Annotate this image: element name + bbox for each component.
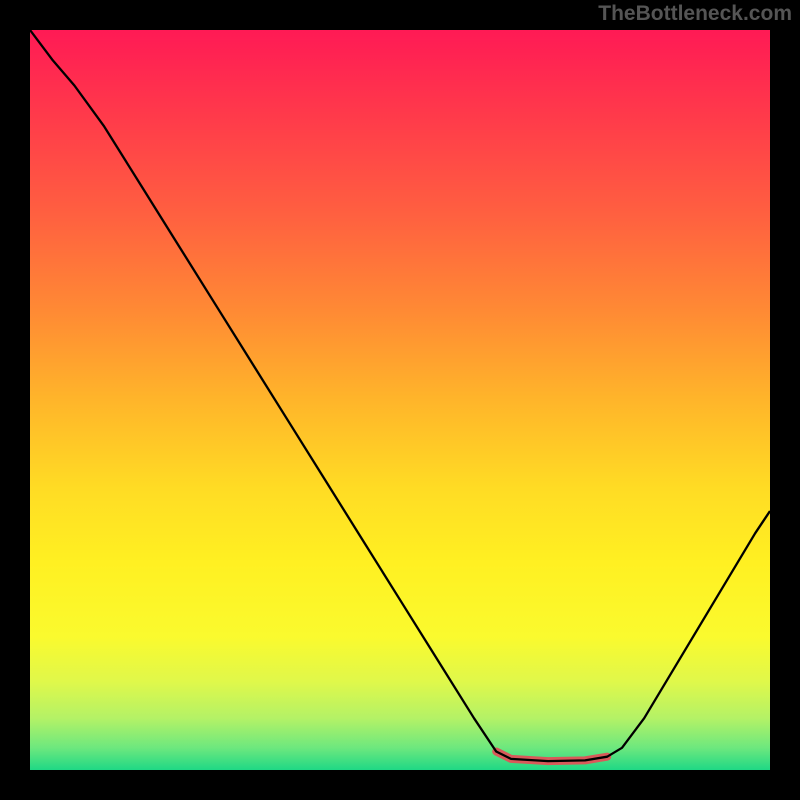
watermark-text: TheBottleneck.com (598, 2, 792, 26)
chart-container: TheBottleneck.com (0, 0, 800, 800)
chart-svg (30, 30, 770, 770)
chart-background (30, 30, 770, 770)
chart-plot-area (30, 30, 770, 770)
